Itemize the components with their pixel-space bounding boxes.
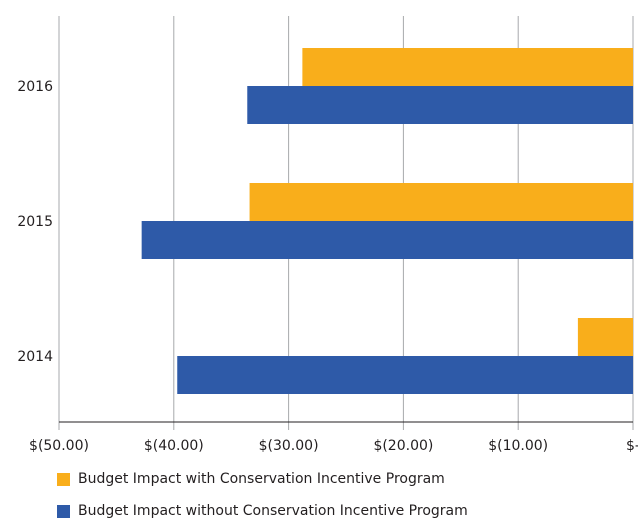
y-tick-label: 2016 — [17, 79, 53, 95]
x-tick-label: $(10.00) — [488, 438, 548, 454]
bar-with-program-2014 — [577, 318, 633, 356]
bars — [141, 48, 633, 394]
legend-swatch-with-program — [57, 472, 70, 486]
x-tick-label: $- — [626, 438, 638, 454]
x-tick-label: $(40.00) — [144, 438, 204, 454]
legend-item-with-program: Budget Impact with Conservation Incentiv… — [57, 471, 445, 487]
x-tick-label: $(30.00) — [259, 438, 319, 454]
x-tick-labels: $(50.00) $(40.00) $(30.00) $(20.00) $(10.00)… — [29, 438, 638, 454]
bar-without-program-2015 — [141, 221, 633, 259]
legend-swatch-without-program — [57, 504, 70, 518]
legend-label-without-program: Budget Impact without Conservation Incen… — [78, 503, 468, 519]
legend-item-without-program: Budget Impact without Conservation Incen… — [57, 503, 468, 519]
x-tick-label: $(20.00) — [373, 438, 433, 454]
bar-without-program-2016 — [247, 86, 633, 124]
y-tick-label: 2015 — [17, 214, 53, 230]
bar-with-program-2015 — [249, 183, 633, 221]
y-tick-labels: 2014 2015 2016 — [17, 79, 53, 365]
x-tick-label: $(50.00) — [29, 438, 89, 454]
bar-with-program-2016 — [302, 48, 633, 86]
legend-label-with-program: Budget Impact with Conservation Incentiv… — [78, 471, 445, 487]
bar-without-program-2014 — [177, 356, 633, 394]
y-tick-label: 2014 — [17, 349, 53, 365]
